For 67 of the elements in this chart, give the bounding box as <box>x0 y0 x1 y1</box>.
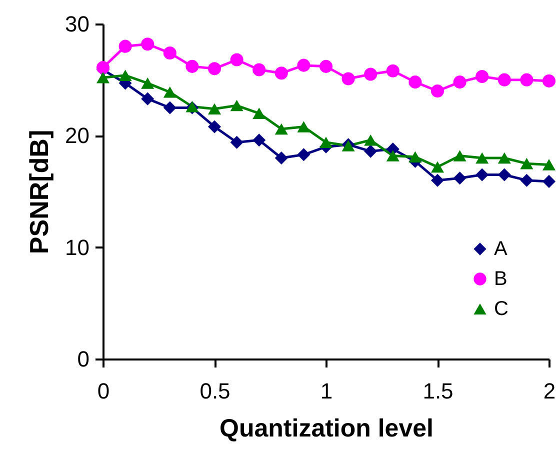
point <box>163 46 176 60</box>
legend-label: B <box>494 268 508 290</box>
point <box>186 60 199 73</box>
point <box>542 159 556 170</box>
point <box>274 151 288 165</box>
point <box>498 73 511 86</box>
point <box>141 38 154 51</box>
point <box>252 63 266 76</box>
y-tick-label: 20 <box>65 123 90 148</box>
point <box>319 60 333 73</box>
x-tick-label: 0.5 <box>200 378 230 404</box>
point <box>297 121 310 132</box>
point <box>430 161 444 173</box>
point <box>230 100 244 112</box>
point <box>118 40 132 53</box>
y-tick-label: 10 <box>65 234 90 260</box>
point <box>364 134 378 146</box>
point <box>118 70 132 82</box>
x-tick-label: 2 <box>543 378 556 404</box>
point <box>319 136 333 148</box>
point <box>498 168 511 182</box>
point <box>386 64 400 78</box>
point <box>498 152 511 164</box>
point <box>297 148 310 162</box>
point <box>274 66 288 80</box>
x-axis-title: Quantization level <box>220 414 434 442</box>
point <box>430 174 444 187</box>
point <box>163 101 176 114</box>
x-tick-label: 0 <box>97 378 110 404</box>
point <box>476 70 489 83</box>
point <box>542 174 556 188</box>
legend-label: C <box>494 298 508 320</box>
point <box>386 150 400 162</box>
point <box>230 53 244 66</box>
point <box>364 68 378 81</box>
point <box>453 150 466 162</box>
point <box>520 174 534 187</box>
point <box>230 136 244 149</box>
point <box>208 120 222 134</box>
point <box>252 134 266 147</box>
point <box>542 74 556 88</box>
point <box>476 152 489 164</box>
point <box>297 58 310 72</box>
point <box>453 172 466 185</box>
point <box>163 86 176 98</box>
point <box>364 144 378 158</box>
x-tick-label: 1.5 <box>422 378 454 404</box>
point <box>408 76 422 89</box>
x-tick-label: 1 <box>320 378 333 404</box>
legend-label: A <box>494 238 508 260</box>
point <box>252 108 266 119</box>
y-axis-title: PSNR[dB] <box>24 130 54 254</box>
point <box>208 62 222 76</box>
point <box>430 84 444 98</box>
point <box>520 73 534 86</box>
point <box>520 158 534 170</box>
point <box>141 78 154 89</box>
point <box>141 92 154 106</box>
point <box>96 72 110 84</box>
point <box>476 168 489 182</box>
y-tick-label: 0 <box>77 346 90 372</box>
point <box>274 123 288 135</box>
point <box>408 151 422 163</box>
point <box>453 76 466 89</box>
point <box>208 103 222 115</box>
y-tick-label: 30 <box>65 12 90 36</box>
point <box>342 72 355 86</box>
